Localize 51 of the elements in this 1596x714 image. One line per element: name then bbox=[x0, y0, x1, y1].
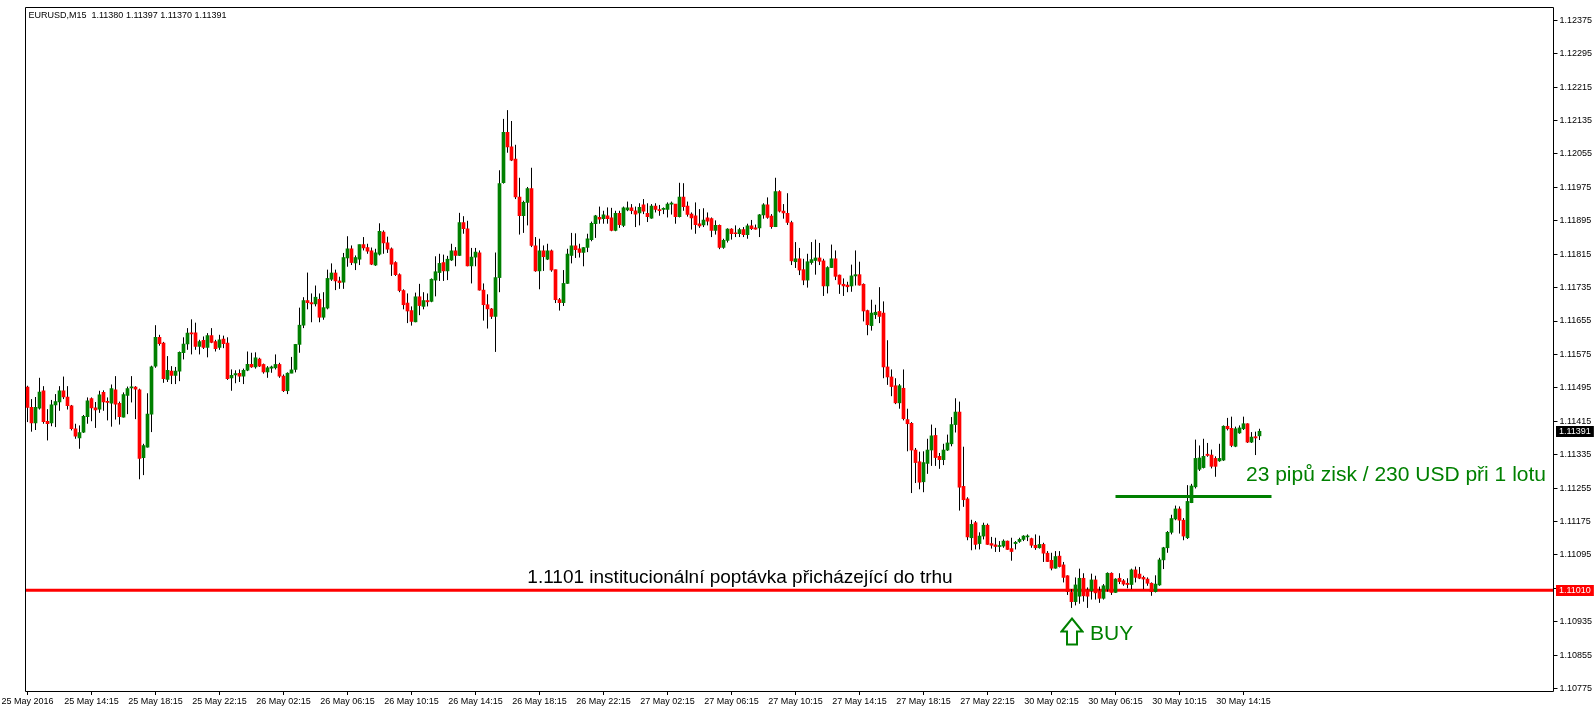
x-tick-label: 26 May 22:15 bbox=[576, 695, 631, 706]
y-tick-label: 1.10855 bbox=[1559, 649, 1593, 660]
x-tick-label: 27 May 14:15 bbox=[832, 695, 887, 706]
annotation: BUY bbox=[1090, 620, 1134, 644]
x-tick-label: 26 May 14:15 bbox=[448, 695, 503, 706]
y-tick-label: 1.11815 bbox=[1559, 248, 1592, 259]
y-tick-label: 1.11255 bbox=[1559, 482, 1592, 493]
candlestick bbox=[129, 375, 134, 403]
x-tick-label: 30 May 14:15 bbox=[1216, 695, 1271, 706]
y-tick-label: 1.11175 bbox=[1559, 515, 1591, 526]
x-tick-label: 27 May 22:15 bbox=[960, 695, 1015, 706]
x-tick-label: 25 May 22:15 bbox=[192, 695, 247, 706]
x-tick-label: 26 May 02:15 bbox=[256, 695, 311, 706]
x-tick-label: 27 May 06:15 bbox=[704, 695, 759, 706]
y-tick-label: 1.12055 bbox=[1559, 148, 1593, 159]
y-tick-label: 1.12375 bbox=[1559, 14, 1593, 25]
x-tick-label: 30 May 06:15 bbox=[1088, 695, 1143, 706]
x-tick-label: 26 May 18:15 bbox=[512, 695, 567, 706]
candlestick bbox=[105, 396, 110, 421]
text: 1.11391 bbox=[1559, 425, 1591, 436]
y-tick-label: 1.12215 bbox=[1559, 81, 1593, 92]
y-tick-label: 1.12135 bbox=[1559, 115, 1593, 126]
x-tick-label: 25 May 2016 bbox=[1, 695, 54, 706]
x-tick-label: 27 May 02:15 bbox=[640, 695, 695, 706]
y-tick-label: 1.11975 bbox=[1559, 181, 1592, 192]
ref-line-label: 1.11010 bbox=[1559, 584, 1591, 595]
annotation: 1.1101 institucionální poptávka přicházející do trhu bbox=[527, 565, 953, 587]
x-tick-label: 27 May 18:15 bbox=[896, 695, 951, 706]
y-tick-label: 1.11415 bbox=[1559, 415, 1592, 426]
y-tick-label: 1.12295 bbox=[1559, 48, 1593, 59]
y-tick-label: 1.11735 bbox=[1559, 282, 1592, 293]
x-tick-label: 26 May 10:15 bbox=[384, 695, 439, 706]
y-tick-label: 1.11495 bbox=[1559, 382, 1592, 393]
x-tick-label: 25 May 14:15 bbox=[64, 695, 119, 706]
annotation: 23 pipů zisk / 230 USD při 1 lotu bbox=[1246, 462, 1546, 486]
y-tick-label: 1.11895 bbox=[1559, 215, 1592, 226]
y-tick-label: 1.11655 bbox=[1559, 315, 1592, 326]
x-tick-label: 30 May 02:15 bbox=[1024, 695, 1079, 706]
candlestick bbox=[793, 241, 798, 269]
candlestick bbox=[697, 208, 702, 229]
y-tick-label: 1.10935 bbox=[1559, 616, 1593, 627]
y-tick-label: 1.11095 bbox=[1559, 549, 1592, 560]
y-tick-label: 1.11335 bbox=[1559, 449, 1592, 460]
x-tick-label: 26 May 06:15 bbox=[320, 695, 375, 706]
x-tick-label: 30 May 10:15 bbox=[1152, 695, 1207, 706]
y-tick-label: 1.10775 bbox=[1559, 682, 1593, 693]
candlestick bbox=[305, 272, 310, 310]
y-tick-label: 1.11575 bbox=[1559, 348, 1592, 359]
chart-title: EURUSD,M15 1.11380 1.11397 1.11370 1.11391 bbox=[28, 9, 227, 20]
x-tick-label: 27 May 10:15 bbox=[768, 695, 823, 706]
x-tick-label: 25 May 18:15 bbox=[128, 695, 183, 706]
